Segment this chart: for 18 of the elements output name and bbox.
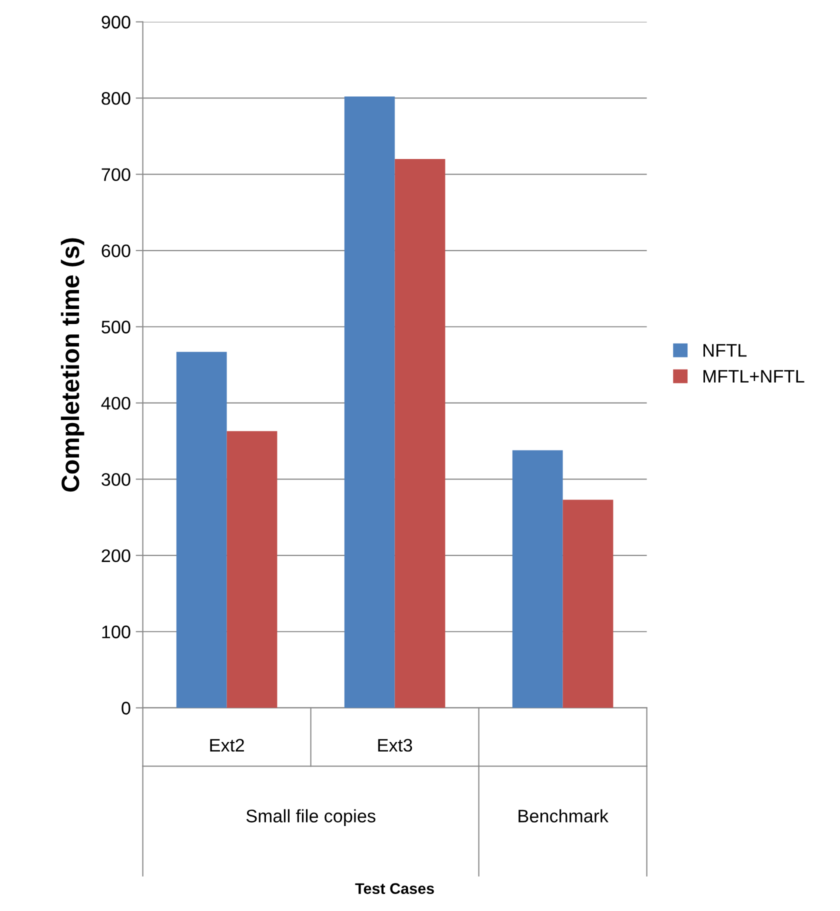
text: Test Cases: [355, 883, 434, 894]
y-tick-label: 800: [102, 92, 130, 105]
y-tick-label: 100: [102, 626, 130, 638]
y-tick-label: 900: [102, 16, 130, 29]
y-tick-label: 0: [122, 702, 130, 715]
x-tick-label: Ext3: [378, 738, 412, 752]
text: Small file copies: [246, 809, 376, 826]
y-axis-title: Completetion time (s): [60, 238, 84, 492]
text: Benchmark: [518, 809, 608, 822]
y-tick-label: 200: [102, 549, 130, 562]
y-tick-label: 400: [101, 396, 130, 410]
y-tick-label: 500: [102, 320, 130, 334]
legend-label: MFTL+NFTL: [704, 370, 804, 383]
x-tick-label: Ext2: [210, 738, 244, 752]
y-tick-label: 700: [102, 168, 130, 182]
y-tick-label: 300: [102, 473, 130, 486]
legend-label: NFTL: [704, 344, 747, 357]
y-tick-label: 600: [102, 244, 130, 258]
